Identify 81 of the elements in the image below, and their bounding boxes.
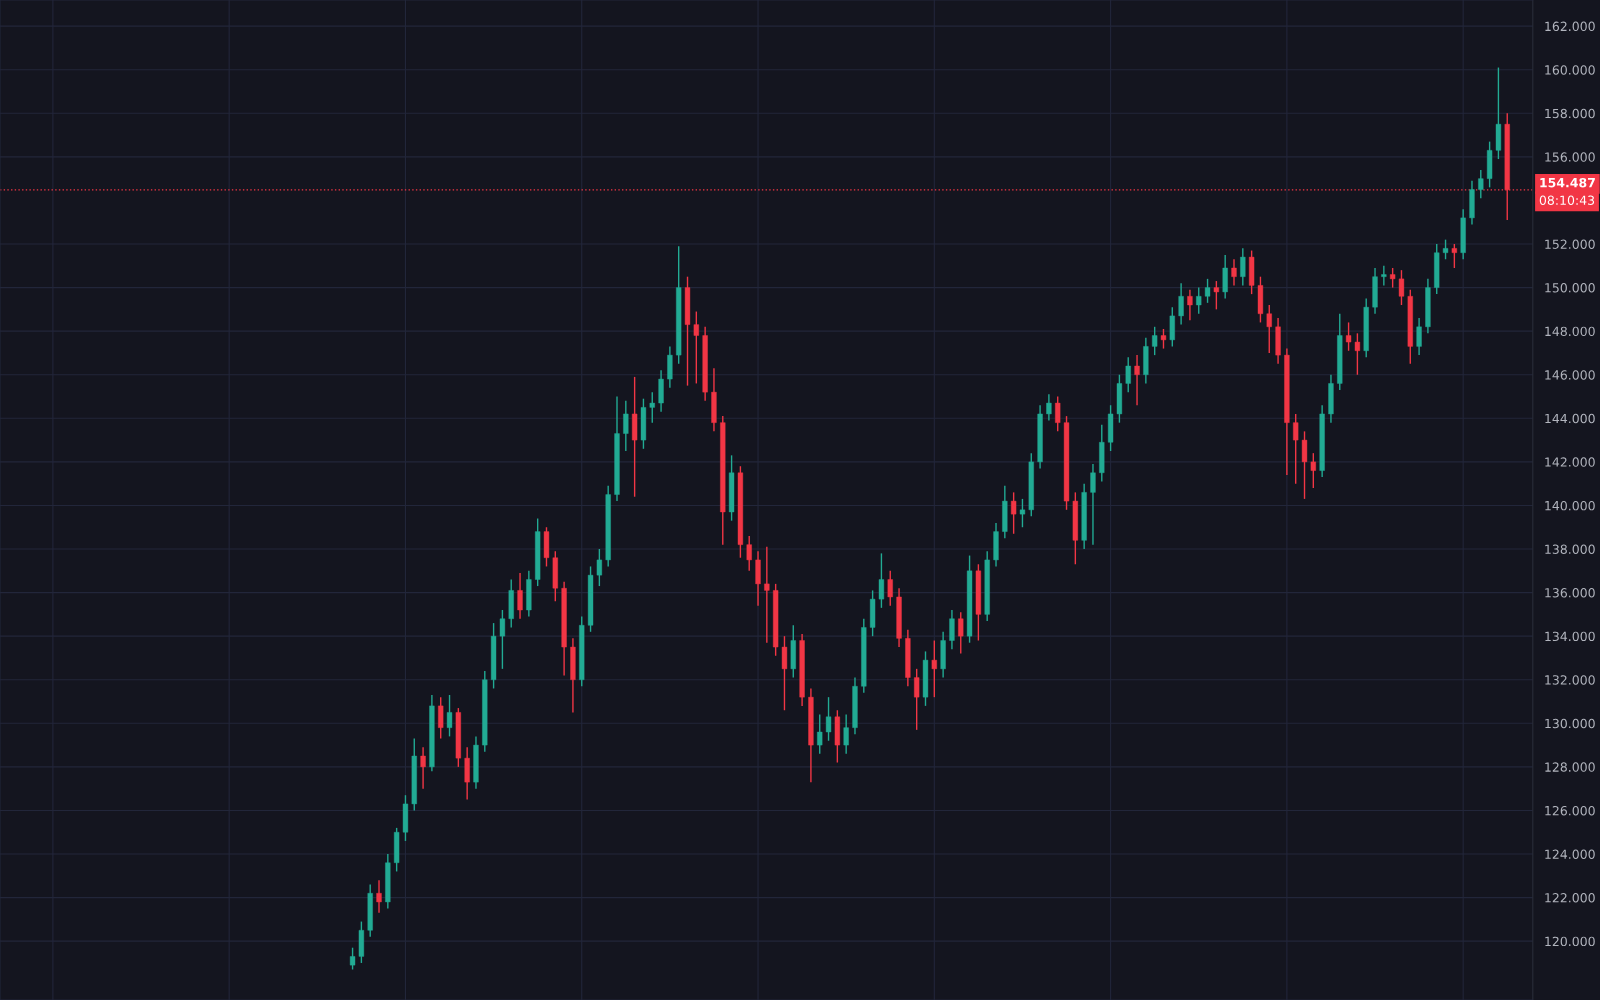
candlestick [464,746,470,801]
candlestick [1354,332,1361,376]
candlestick [667,345,673,389]
candlestick [438,696,444,740]
candlestick [1345,321,1352,352]
candlestick [1055,395,1061,433]
y-tick-label: 130.000 [1545,718,1595,729]
candlestick [887,570,893,607]
candlestick [1196,286,1202,315]
candlestick [1019,498,1026,528]
y-tick-label: 148.000 [1545,326,1595,337]
y-tick-label: 146.000 [1545,370,1595,380]
y-tick-label: 124.000 [1545,849,1595,859]
candlestick [649,391,655,424]
candlestick [1416,317,1422,356]
y-tick-label: 138.000 [1545,544,1595,554]
candlestick [1266,304,1272,354]
candlestick [1222,254,1228,300]
y-tick-label: 142.000 [1545,457,1595,467]
candlestick [1125,356,1131,393]
y-tick-label: 120.000 [1545,936,1595,947]
candlestick [658,369,664,413]
candlestick [420,746,426,790]
y-tick-label: 128.000 [1545,762,1595,772]
candlestick [1398,269,1405,306]
y-tick-label: 150.000 [1545,283,1595,293]
candlestick [764,546,770,644]
y-tick-label: 144.000 [1545,413,1595,424]
candlestick [1160,328,1167,350]
candlestick [1213,280,1219,311]
candlestick [446,694,453,738]
candlestick [843,713,849,755]
candlestick [1301,430,1308,500]
y-tick-label: 160.000 [1545,65,1595,75]
y-tick-label: 136.000 [1545,588,1595,598]
candlestick [1187,289,1193,321]
candlestick [623,400,629,452]
candlestick [1451,243,1457,269]
y-tick-label: 156.000 [1545,152,1595,162]
candlestick [1293,413,1299,485]
candlestick [1390,267,1396,289]
candlestick [755,550,761,607]
candlestick [1152,326,1158,356]
y-tick-label: 162.000 [1545,21,1595,32]
candlestick [825,696,832,742]
candlestick [349,947,356,971]
candlestick [1381,265,1387,287]
candlestick [1046,393,1052,422]
candlestick [693,310,699,385]
y-tick-label: 122.000 [1545,893,1595,903]
candlestick [949,609,955,650]
y-tick-label: 132.000 [1545,675,1595,685]
y-tick-label: 140.000 [1545,500,1595,511]
candlestick [746,535,752,572]
y-tick-label: 126.000 [1545,805,1595,816]
candlestick [596,548,602,587]
candlestick [1442,238,1449,260]
candlestick [1134,354,1140,406]
candlestick [1169,306,1175,348]
candlestick [1090,463,1096,546]
candlestick [878,552,885,609]
candlestick [958,611,964,655]
text: 08:10:43 [1539,195,1595,205]
candlestick [1011,491,1017,535]
candlestick [817,713,823,755]
y-tick-label: 158.000 [1545,108,1595,119]
y-tick-label: 134.000 [1545,631,1595,642]
candlestick [1231,258,1237,287]
candlestick [1204,278,1211,304]
candlestick [376,879,382,914]
y-tick-label: 152.000 [1545,239,1595,249]
ref-line-label: 154.487 [1540,177,1595,188]
candlestick [1240,247,1246,287]
candlestick [517,572,523,620]
candlestick [1178,282,1184,326]
candlestick [1310,452,1316,489]
candlestick [1478,169,1484,199]
candlestick [914,668,920,731]
candlestick [781,635,788,711]
candlestick [499,609,506,670]
candlestick [931,639,937,698]
